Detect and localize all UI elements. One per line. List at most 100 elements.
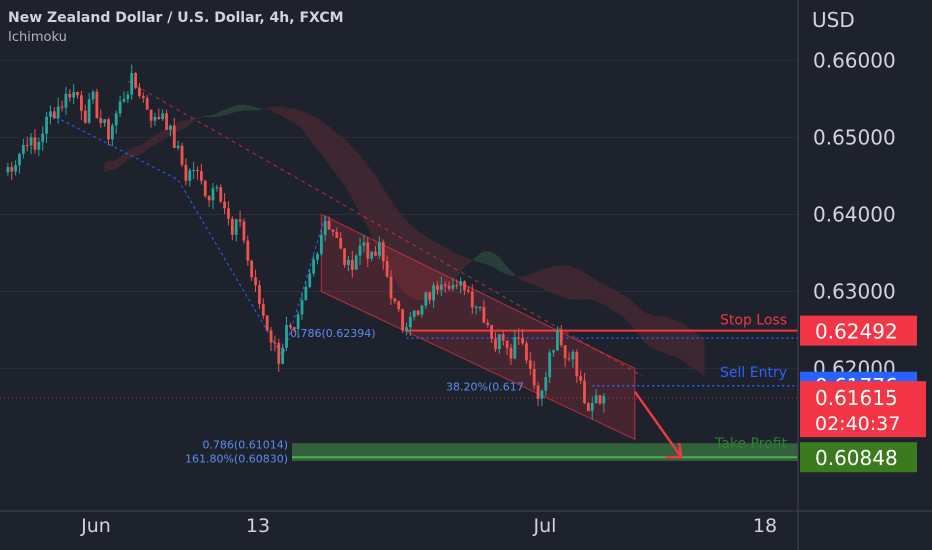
cloud-segment-24	[193, 117, 198, 121]
cloud-segment-37	[243, 104, 248, 111]
take-profit-annotation: Take Profit	[714, 436, 788, 452]
candle-body	[490, 324, 494, 339]
cloud-segment-107	[514, 274, 519, 279]
cloud-segment-47	[282, 106, 287, 120]
candle-body	[412, 310, 416, 318]
cloud-segment-114	[541, 268, 546, 291]
candle-body	[563, 345, 567, 359]
cloud-segment-72	[379, 182, 384, 262]
cloud-segment-104	[503, 261, 508, 275]
cloud-segment-55	[313, 116, 318, 150]
trendline-dashed[interactable]	[127, 80, 643, 377]
cloud-segment-138	[634, 303, 639, 335]
candle-body	[95, 91, 99, 119]
cloud-segment-28	[209, 114, 213, 118]
cloud-segment-124	[580, 270, 585, 300]
candle-body	[141, 96, 145, 99]
candle-body	[76, 92, 79, 96]
current-price-tag	[800, 381, 926, 438]
candle-body	[265, 315, 269, 331]
cloud-segment-1	[104, 160, 109, 173]
candle-body	[130, 72, 134, 95]
fib-label-1: 38.20%(0.617	[446, 381, 524, 394]
candle-body	[83, 110, 87, 123]
cloud-segment-112	[534, 270, 539, 287]
cloud-segment-145	[661, 316, 666, 354]
candle-body	[234, 219, 238, 235]
candle-body	[316, 254, 319, 260]
candle-body	[408, 317, 412, 328]
cloud-segment-94	[464, 256, 469, 268]
candle-body	[583, 380, 586, 404]
symbol-title[interactable]: New Zealand Dollar / U.S. Dollar, 4h, FX…	[8, 10, 344, 26]
fib-zigzag[interactable]	[50, 113, 326, 359]
cloud-segment-30	[216, 111, 221, 117]
cloud-segment-150	[681, 322, 686, 363]
projection-arrowhead[interactable]	[665, 442, 683, 459]
candle-body	[103, 119, 107, 124]
candle-body	[176, 145, 180, 149]
candle-body	[540, 390, 544, 399]
candle-body	[447, 285, 451, 289]
cloud-segment-48	[286, 107, 291, 121]
cloud-segment-43	[267, 106, 272, 111]
candle-body	[439, 284, 443, 290]
cloud-segment-155	[700, 336, 705, 377]
projection-arrow-line[interactable]	[633, 390, 683, 458]
candle-body	[590, 403, 594, 412]
candle-body	[269, 330, 273, 343]
cloud-segment-147	[669, 318, 674, 357]
cloud-segment-139	[638, 307, 643, 341]
candle-body	[377, 242, 381, 256]
candle-body	[110, 125, 114, 140]
candle-body	[323, 220, 327, 236]
cloud-segment-54	[309, 114, 314, 145]
candle-body	[254, 277, 257, 286]
candle-body	[49, 111, 52, 117]
cloud-segment-152	[688, 327, 693, 368]
candle-body	[370, 251, 374, 259]
cloud-segment-66	[356, 151, 361, 214]
candle-body	[436, 285, 439, 290]
candle-body	[532, 368, 536, 386]
cloud-segment-4	[116, 156, 121, 170]
candle-body	[474, 307, 478, 309]
candle-body	[397, 301, 401, 310]
cloud-segment-31	[220, 109, 225, 117]
candle-body	[319, 235, 323, 255]
candle-body	[497, 334, 501, 350]
candle-body	[381, 242, 385, 261]
cloud-segment-106	[510, 270, 515, 277]
cloud-segment-127	[592, 277, 597, 302]
cloud-segment-34	[232, 105, 237, 113]
cloud-segment-105	[507, 266, 511, 276]
cloud-segment-90	[449, 249, 453, 286]
cloud-segment-70	[371, 170, 376, 245]
cloud-segment-61	[336, 133, 341, 180]
candle-body	[536, 385, 540, 399]
cloud-segment-35	[236, 104, 241, 112]
candle-body	[72, 92, 76, 98]
cloud-segment-68	[363, 160, 368, 228]
currency-label: USD	[812, 8, 855, 32]
candle-body	[180, 145, 184, 165]
cloud-segment-129	[599, 282, 604, 305]
candle-body	[571, 351, 575, 360]
cloud-segment-125	[584, 272, 589, 300]
indicator-label[interactable]: Ichimoku	[8, 30, 67, 45]
cloud-segment-80	[410, 224, 415, 299]
cloud-segment-117	[553, 265, 558, 295]
cloud-segment-22	[185, 119, 190, 128]
candle-body	[277, 342, 281, 364]
cloud-segment-62	[340, 135, 345, 186]
cloud-segment-143	[654, 315, 659, 351]
candle-body	[230, 218, 234, 235]
downtrend-channel[interactable]	[320, 213, 636, 441]
cloud-segment-15	[158, 130, 163, 143]
ichimoku-cloud	[104, 104, 705, 377]
candle-body	[281, 347, 285, 364]
candle-body	[575, 351, 579, 377]
cloud-segment-13	[151, 135, 155, 148]
x-tick-label-1: 13	[246, 515, 270, 537]
